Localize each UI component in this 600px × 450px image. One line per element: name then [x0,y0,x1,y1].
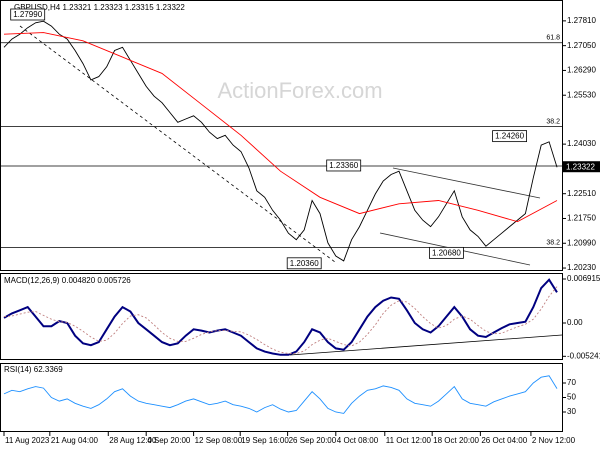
rsi-title: RSI(14) 62.3369 [4,365,63,374]
x-tick-label: 11 Oct 12:00 [386,436,432,445]
x-tick-label: 2 Nov 12:00 [532,436,576,445]
price-label: 1.27990 [13,10,42,19]
price-label-box [428,246,464,259]
y-tick-label: 1.20990 [567,238,596,247]
price-label: 1.23360 [329,161,358,170]
level-label: 38.2 [546,118,560,125]
x-tick-label: 4 Sep 20:00 [147,436,191,445]
y-tick-label: 30 [567,407,576,416]
y-tick-label: -0.005241 [567,351,600,360]
x-tick-label: 28 Aug 12:00 [109,436,157,445]
x-tick-label: 4 Oct 08:00 [337,436,379,445]
y-tick-label: 1.21750 [567,214,596,223]
series-line [3,20,558,262]
level-label: 61.8 [546,35,560,42]
price-label-box [10,8,46,21]
price-label-box [492,130,528,143]
x-tick-label: 26 Sep 20:00 [289,436,337,445]
x-tick-label: 26 Oct 04:00 [481,436,527,445]
x-tick-label: 11 Aug 2023 [5,436,50,445]
price-label-box [326,159,362,172]
price-label: 1.24260 [495,132,524,141]
rsi-panel-frame [0,363,563,432]
last-price-box [563,161,600,173]
y-tick-label: 1.27050 [567,41,596,50]
watermark: ActionForex.com [217,78,382,103]
macd-trend-line [289,334,563,356]
x-tick-label: 12 Sep 08:00 [195,436,243,445]
series-line [3,375,558,414]
y-tick-label: 1.25530 [567,90,596,99]
macd-panel-frame [0,273,563,360]
level-label: 38.2 [546,239,560,246]
series-line [3,286,558,354]
channel-line [392,167,541,199]
y-tick-label: 50 [567,393,576,402]
price-panel-frame [0,0,563,271]
y-tick-label: 1.24030 [567,139,596,148]
price-label: 1.20360 [290,259,319,268]
x-tick-label: 21 Aug 04:00 [51,436,99,445]
y-tick-label: 70 [567,378,576,387]
y-tick-label: 0.00 [567,318,583,327]
x-tick-label: 18 Oct 20:00 [433,436,479,445]
last-price-label: 1.23322 [566,162,595,171]
macd-title: MACD(12,26,9) 0.004820 0.005726 [4,276,131,285]
y-tick-label: 1.22510 [567,189,596,198]
series-line [3,278,558,356]
y-tick-label: 1.27810 [567,16,596,25]
price-label-box [286,257,322,270]
series-line [3,32,558,223]
y-tick-label: 1.20230 [567,263,596,272]
x-tick-label: 19 Sep 16:00 [241,436,289,445]
y-tick-label: 0.006915 [567,274,600,283]
chart-title: GBPUSD,H4 1.23321 1.23323 1.23315 1.2332… [14,3,185,12]
y-tick-label: 1.26290 [567,66,596,75]
price-label: 1.20680 [432,248,461,257]
